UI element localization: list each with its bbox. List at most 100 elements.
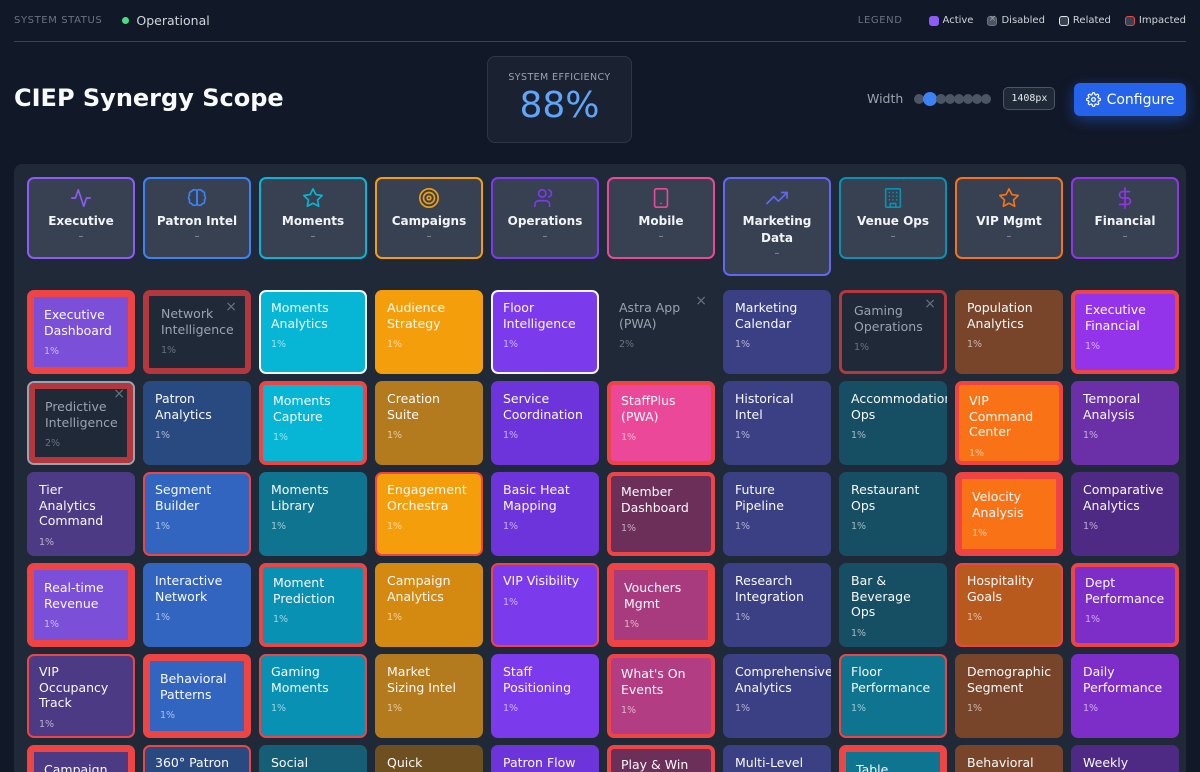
module-tile[interactable]: Comparative Analytics 1% bbox=[1071, 472, 1179, 556]
width-step[interactable] bbox=[923, 91, 938, 106]
module-tile[interactable]: Interactive Network 1% bbox=[143, 563, 251, 647]
column-header-mobile[interactable]: Mobile – bbox=[607, 177, 715, 259]
module-tile[interactable]: Real-time Revenue 1% bbox=[27, 563, 135, 647]
module-tile[interactable]: What's On Events 1% bbox=[607, 654, 715, 738]
module-tile[interactable]: Demographic Segment 1% bbox=[955, 654, 1063, 738]
width-step[interactable] bbox=[914, 93, 925, 104]
module-percent: 1% bbox=[271, 703, 287, 714]
module-tile[interactable]: × Network Intelligence 1% bbox=[143, 290, 251, 374]
module-tile[interactable]: Restaurant Ops 1% bbox=[839, 472, 947, 556]
close-icon[interactable]: × bbox=[113, 386, 125, 402]
module-tile[interactable]: Marketing Calendar 1% bbox=[723, 290, 831, 374]
module-tile[interactable]: Population Analytics 1% bbox=[955, 290, 1063, 374]
module-tile[interactable]: Engagement Orchestra 1% bbox=[375, 472, 483, 556]
module-tile[interactable]: Future Pipeline 1% bbox=[723, 472, 831, 556]
module-tile[interactable]: Floor Intelligence 1% bbox=[491, 290, 599, 374]
module-tile[interactable]: Gaming Moments 1% bbox=[259, 654, 367, 738]
module-tile[interactable]: Executive Financial 1% bbox=[1071, 290, 1179, 374]
column-header-venue-ops[interactable]: Venue Ops – bbox=[839, 177, 947, 259]
system-status-label: SYSTEM STATUS bbox=[14, 15, 103, 26]
configure-button[interactable]: Configure bbox=[1074, 83, 1186, 116]
legend-label-active: Active bbox=[942, 15, 974, 26]
module-tile[interactable]: Velocity Analysis 1% bbox=[955, 472, 1063, 556]
module-tile[interactable]: Daily Performance 1% bbox=[1071, 654, 1179, 738]
module-tile[interactable]: Segment Builder 1% bbox=[143, 472, 251, 556]
column-header-financial[interactable]: Financial – bbox=[1071, 177, 1179, 259]
module-tile[interactable]: Member Dashboard 1% bbox=[607, 472, 715, 556]
module-tile[interactable]: Moment Prediction 1% bbox=[259, 563, 367, 647]
module-tile[interactable]: Temporal Analysis 1% bbox=[1071, 381, 1179, 465]
module-tile[interactable]: Bar & Beverage Ops 1% bbox=[839, 563, 947, 647]
module-tile[interactable]: Vouchers Mgmt 1% bbox=[607, 563, 715, 647]
module-tile[interactable]: Quick Campaign1% bbox=[375, 745, 483, 772]
column-header-executive[interactable]: Executive – bbox=[27, 177, 135, 259]
module-tile[interactable]: 360° Patron View1% bbox=[143, 745, 251, 772]
module-tile[interactable]: × Gaming Operations 1% bbox=[839, 290, 947, 374]
module-tile[interactable]: × Astra App (PWA) 2% bbox=[607, 290, 715, 374]
module-tile[interactable]: Staff Positioning 1% bbox=[491, 654, 599, 738]
close-icon[interactable]: × bbox=[695, 293, 707, 309]
module-tile[interactable]: Table Games1% bbox=[839, 745, 947, 772]
module-tile[interactable]: Multi-Level Display1% bbox=[723, 745, 831, 772]
width-step[interactable] bbox=[936, 93, 947, 104]
module-tile[interactable]: Executive Dashboard 1% bbox=[27, 290, 135, 374]
column-header-vip-mgmt[interactable]: VIP Mgmt – bbox=[955, 177, 1063, 259]
configure-label: Configure bbox=[1106, 91, 1175, 108]
module-tile[interactable]: Play & Win Games1% bbox=[607, 745, 715, 772]
module-tile[interactable]: Moments Analytics 1% bbox=[259, 290, 367, 374]
module-tile[interactable]: VIP Command Center 1% bbox=[955, 381, 1063, 465]
module-name: Segment Builder bbox=[155, 482, 212, 513]
width-step[interactable] bbox=[981, 93, 992, 104]
module-tile[interactable]: Accommodation Ops 1% bbox=[839, 381, 947, 465]
module-tile[interactable]: Audience Strategy 1% bbox=[375, 290, 483, 374]
module-percent: 1% bbox=[271, 521, 287, 532]
module-tile[interactable]: Dept Performance 1% bbox=[1071, 563, 1179, 647]
column-count: – bbox=[1122, 231, 1128, 242]
legend-label-disabled: Disabled bbox=[1001, 15, 1045, 26]
module-tile[interactable]: Research Integration 1% bbox=[723, 563, 831, 647]
module-tile[interactable]: Service Coordination 1% bbox=[491, 381, 599, 465]
module-tile[interactable]: VIP Visibility 1% bbox=[491, 563, 599, 647]
width-slider[interactable] bbox=[914, 91, 992, 106]
module-tile[interactable]: Hospitality Goals 1% bbox=[955, 563, 1063, 647]
module-percent: 1% bbox=[387, 612, 403, 623]
module-tile[interactable]: Patron Analytics 1% bbox=[143, 381, 251, 465]
width-step[interactable] bbox=[945, 93, 956, 104]
module-percent: 1% bbox=[387, 339, 403, 350]
width-step[interactable] bbox=[963, 93, 974, 104]
module-tile[interactable]: VIP Occupancy Track 1% bbox=[27, 654, 135, 738]
module-tile[interactable]: Campaign Analytics 1% bbox=[375, 563, 483, 647]
module-name: Campaign Intelligence bbox=[44, 762, 108, 772]
module-tile[interactable]: Comprehensive Analytics 1% bbox=[723, 654, 831, 738]
column-header-moments[interactable]: Moments – bbox=[259, 177, 367, 259]
module-tile[interactable]: Moments Library 1% bbox=[259, 472, 367, 556]
module-tile[interactable]: Behavioral Patterns 1% bbox=[143, 654, 251, 738]
width-step[interactable] bbox=[972, 93, 983, 104]
module-tile[interactable]: Predictive Intelligence 2% × bbox=[27, 381, 135, 465]
column-header-patron-intel[interactable]: Patron Intel – bbox=[143, 177, 251, 259]
column-header-marketing-data[interactable]: Marketing Data – bbox=[723, 177, 831, 276]
module-tile[interactable]: StaffPlus (PWA) 1% bbox=[607, 381, 715, 465]
close-icon[interactable]: × bbox=[924, 296, 936, 312]
synergy-matrix: Executive – Patron Intel – Moments – Campaigns… bbox=[14, 164, 1186, 772]
column-header-operations[interactable]: Operations – bbox=[491, 177, 599, 259]
active-swatch-icon bbox=[928, 15, 939, 26]
module-tile[interactable]: Historical Intel 1% bbox=[723, 381, 831, 465]
module-tile[interactable]: Floor Performance 1% bbox=[839, 654, 947, 738]
module-tile[interactable]: Moments Capture 1% bbox=[259, 381, 367, 465]
module-percent: 1% bbox=[1083, 430, 1099, 441]
module-tile[interactable]: Creation Suite 1% bbox=[375, 381, 483, 465]
module-tile[interactable]: Tier Analytics Command 1% bbox=[27, 472, 135, 556]
building-icon bbox=[884, 188, 902, 208]
column-header-campaigns[interactable]: Campaigns – bbox=[375, 177, 483, 259]
close-icon[interactable]: × bbox=[225, 299, 237, 315]
module-tile[interactable]: Market Sizing Intel 1% bbox=[375, 654, 483, 738]
legend-label-related: Related bbox=[1072, 15, 1111, 26]
module-tile[interactable]: Basic Heat Mapping 1% bbox=[491, 472, 599, 556]
width-step[interactable] bbox=[954, 93, 965, 104]
